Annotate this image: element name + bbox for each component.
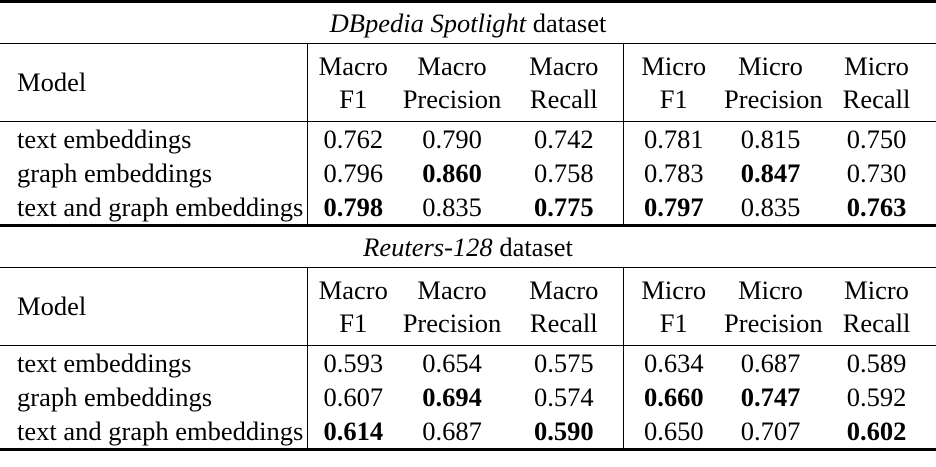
table-row: text and graph embeddings 0.798 0.835 0.… (0, 190, 936, 226)
column-header-micro-f1: Micro F1 (622, 43, 724, 122)
column-header-line1: Macro (417, 50, 487, 81)
column-header-model: Model (0, 267, 307, 346)
row-label: graph embeddings (17, 382, 213, 412)
column-header-line2: Precision (724, 83, 823, 114)
table-title: Reuters-128 dataset (0, 227, 936, 268)
metric-value: 0.783 (622, 156, 724, 190)
metric-value: 0.660 (622, 380, 724, 414)
metric-value: 0.762 (306, 121, 399, 156)
metric-value: 0.796 (306, 156, 399, 190)
metric-value: 0.747 (740, 382, 801, 412)
column-header-line1: Micro (641, 50, 707, 81)
metric-value: 0.575 (533, 348, 594, 378)
metric-value: 0.750 (846, 124, 907, 154)
metric-value: 0.650 (622, 414, 724, 450)
column-header-micro-f1: Micro F1 (622, 267, 724, 346)
column-header-line1: Macro (318, 50, 388, 81)
column-header-line1: Micro (738, 274, 803, 305)
column-header-line1: Micro (641, 274, 707, 305)
column-header-line2: Recall (842, 307, 911, 338)
metric-value: 0.593 (306, 345, 399, 380)
column-header-macro-precision: Macro Precision (399, 267, 505, 346)
row-label: text and graph embeddings (17, 416, 304, 446)
metric-value: 0.781 (622, 121, 724, 156)
metric-value: 0.602 (846, 416, 907, 446)
metric-value: 0.790 (422, 124, 482, 154)
metric-value: 0.634 (622, 345, 724, 380)
column-header-line2: F1 (339, 83, 368, 114)
metric-value: 0.592 (846, 382, 907, 412)
table-title-dataset-name: DBpedia Spotlight (329, 7, 527, 38)
column-header-line1: Macro (529, 50, 599, 81)
column-header-line2: Precision (402, 307, 502, 338)
table-title-suffix: dataset (492, 231, 573, 262)
metric-value: 0.797 (622, 190, 724, 226)
column-header-micro-recall: Micro Recall (817, 267, 936, 346)
table-header-row: Model Macro F1 Macro Precision Macro Rec… (0, 43, 936, 122)
column-header-macro-f1: Macro F1 (306, 43, 399, 122)
metric-value: 0.687 (740, 348, 801, 378)
column-header-micro-precision: Micro Precision (724, 43, 823, 122)
table-title-suffix: dataset (526, 7, 607, 38)
metric-value: 0.847 (740, 158, 801, 188)
column-header-line1: Macro (529, 274, 599, 305)
table-title-dataset-name: Reuters-128 (363, 231, 493, 262)
row-label: text embeddings (17, 124, 192, 154)
column-header-line2: Recall (529, 307, 598, 338)
column-header-macro-recall: Macro Recall (505, 267, 623, 346)
metric-value: 0.607 (306, 380, 399, 414)
metric-value: 0.742 (533, 124, 594, 154)
column-header-model: Model (0, 43, 307, 122)
column-header-line2: Recall (842, 83, 911, 114)
dbpedia-spotlight-results-table: DBpedia Spotlight dataset Model Macro F1… (0, 0, 936, 227)
column-header-line1: Macro (318, 274, 388, 305)
metric-value: 0.835 (422, 192, 482, 222)
column-header-micro-recall: Micro Recall (817, 43, 936, 122)
column-header-line2: F1 (659, 83, 688, 114)
table-title-row: Reuters-128 dataset (0, 227, 936, 268)
metric-value: 0.798 (306, 190, 399, 226)
row-label: graph embeddings (17, 158, 213, 188)
metric-value: 0.590 (533, 416, 594, 446)
metric-value: 0.687 (422, 416, 482, 446)
metric-value: 0.763 (846, 192, 907, 222)
metric-value: 0.730 (846, 158, 907, 188)
table-row: text embeddings 0.762 0.790 0.742 0.781 … (0, 121, 936, 156)
table-row: graph embeddings 0.796 0.860 0.758 0.783… (0, 156, 936, 190)
table-row: text embeddings 0.593 0.654 0.575 0.634 … (0, 345, 936, 380)
row-label: text and graph embeddings (17, 192, 304, 222)
column-header-line1: Micro (738, 50, 803, 81)
table-title-row: DBpedia Spotlight dataset (0, 1, 936, 44)
metric-value: 0.860 (422, 158, 482, 188)
metric-value: 0.815 (740, 124, 801, 154)
table-row: text and graph embeddings 0.614 0.687 0.… (0, 414, 936, 450)
metric-value: 0.707 (740, 416, 801, 446)
column-header-line2: F1 (339, 307, 368, 338)
metric-value: 0.589 (846, 348, 907, 378)
table-header-row: Model Macro F1 Macro Precision Macro Rec… (0, 267, 936, 346)
row-label: text embeddings (17, 348, 192, 378)
table-row: graph embeddings 0.607 0.694 0.574 0.660… (0, 380, 936, 414)
metric-value: 0.654 (422, 348, 482, 378)
reuters-128-results-table: Reuters-128 dataset Model Macro F1 Macro… (0, 227, 936, 451)
metric-value: 0.614 (306, 414, 399, 450)
column-header-macro-f1: Macro F1 (306, 267, 399, 346)
metric-value: 0.835 (740, 192, 801, 222)
metric-value: 0.775 (533, 192, 594, 222)
column-header-line2: Precision (402, 83, 502, 114)
column-header-line1: Macro (417, 274, 487, 305)
column-header-line2: F1 (659, 307, 688, 338)
column-header-macro-precision: Macro Precision (399, 43, 505, 122)
column-header-macro-recall: Macro Recall (505, 43, 623, 122)
table-title: DBpedia Spotlight dataset (0, 1, 936, 44)
column-header-micro-precision: Micro Precision (724, 267, 823, 346)
column-header-line1: Micro (844, 274, 909, 305)
column-header-line2: Precision (724, 307, 823, 338)
metric-value: 0.694 (422, 382, 482, 412)
metric-value: 0.574 (533, 382, 594, 412)
column-header-line2: Recall (529, 83, 598, 114)
column-header-line1: Micro (844, 50, 909, 81)
metric-value: 0.758 (533, 158, 594, 188)
